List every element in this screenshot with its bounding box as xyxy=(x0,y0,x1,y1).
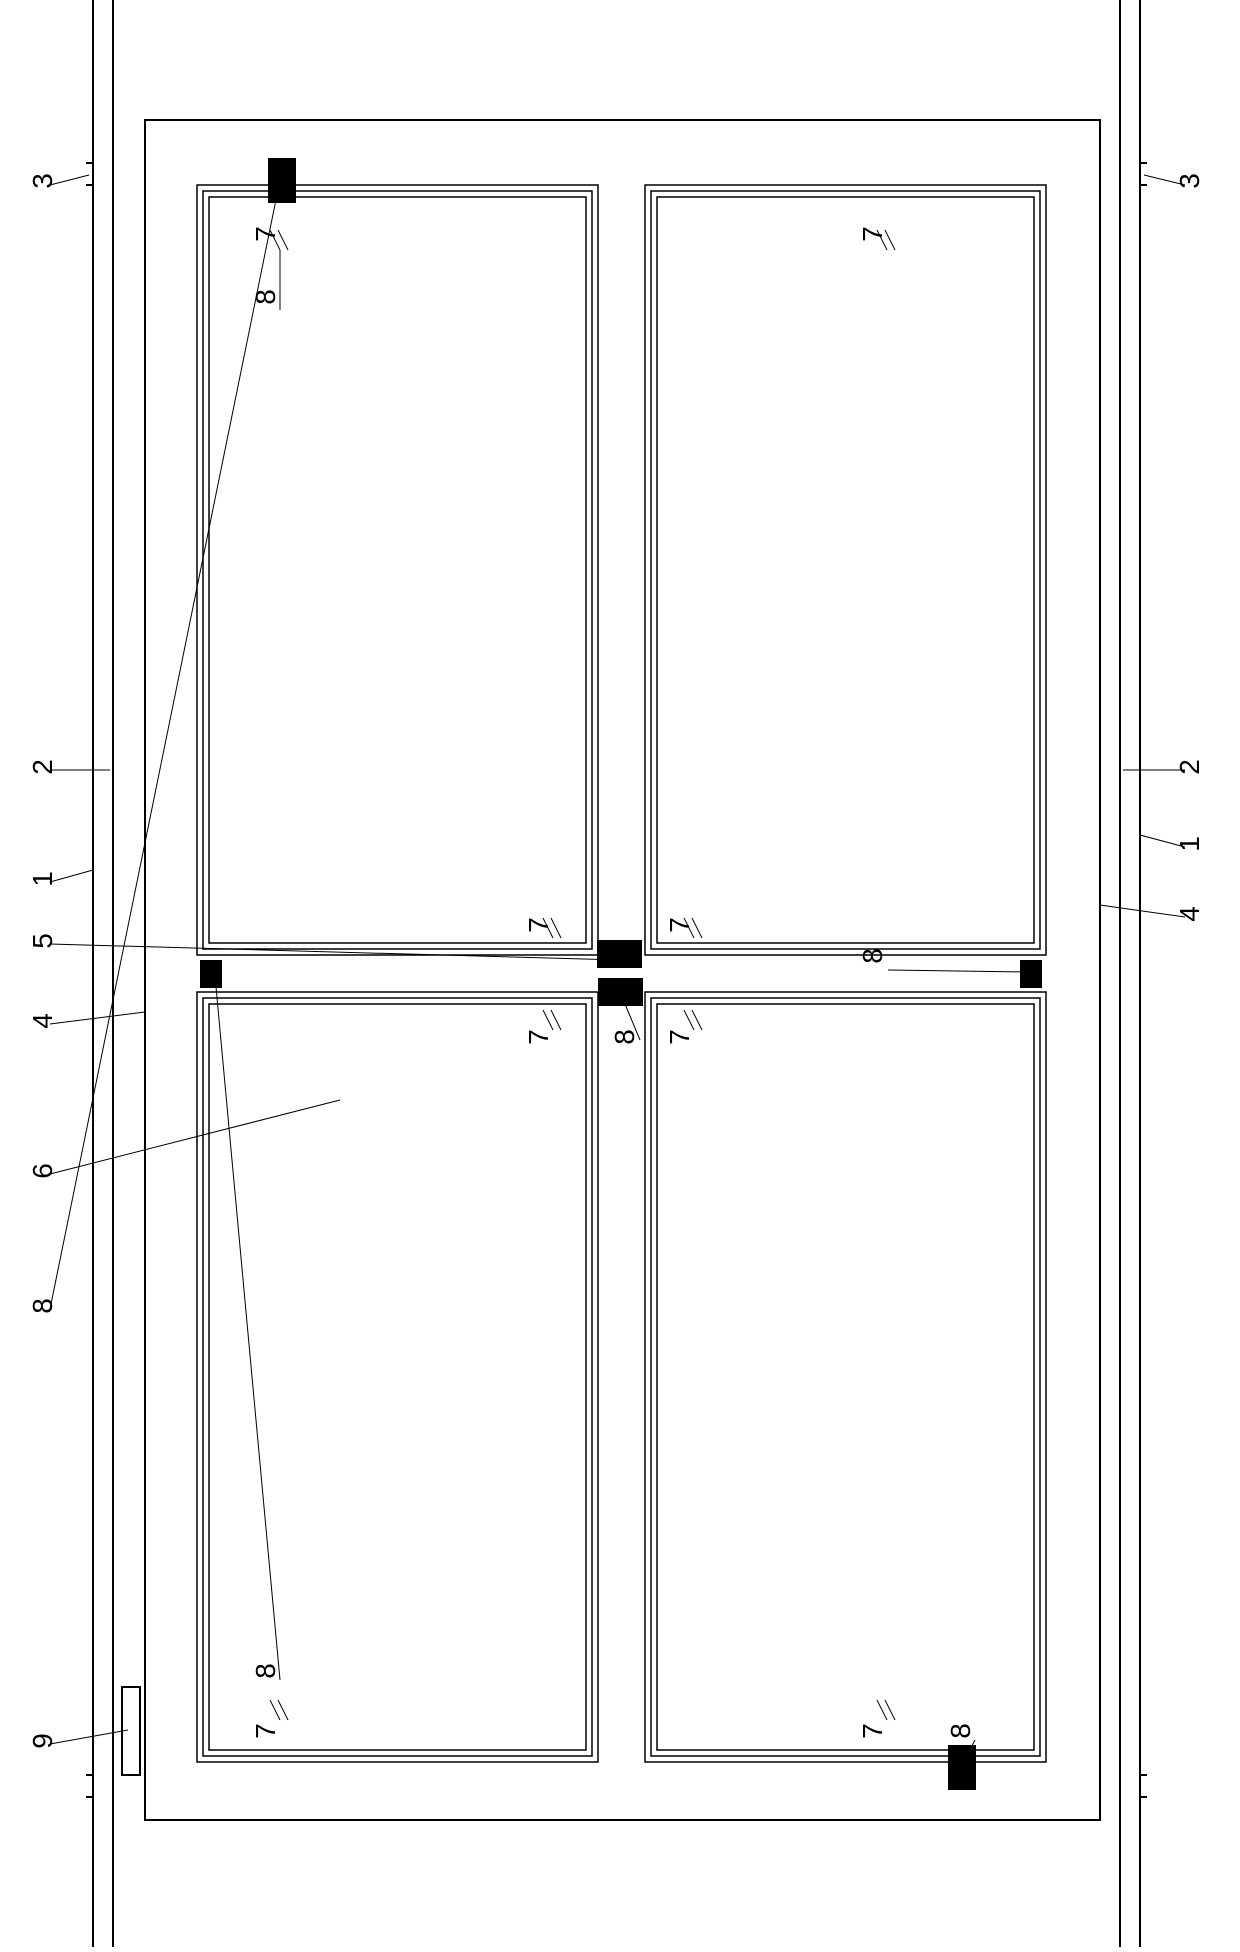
panel-tr-inner xyxy=(657,197,1034,943)
leader-line xyxy=(1100,905,1185,917)
leader-line xyxy=(215,976,280,1680)
label-2: 2 xyxy=(27,759,59,775)
technical-diagram: 3 2 1 5 4 6 8 9 3 2 1 4 7 8 7 8 7 7 7 7 … xyxy=(0,0,1240,1947)
diagram-svg xyxy=(0,0,1240,1947)
label-7: 7 xyxy=(523,1029,555,1045)
black-block xyxy=(597,940,642,968)
panel-bl-outer xyxy=(197,992,598,1762)
label-9: 9 xyxy=(27,1733,59,1749)
label-7: 7 xyxy=(523,917,555,933)
panel-br-inner xyxy=(657,1004,1034,1750)
tick-mark xyxy=(551,1010,561,1030)
tick-mark xyxy=(692,1010,702,1030)
leader-line xyxy=(50,1012,145,1024)
panel-tr-mid xyxy=(651,191,1040,949)
label-7: 7 xyxy=(857,1723,889,1739)
label-8: 8 xyxy=(945,1723,977,1739)
label-1: 1 xyxy=(1174,836,1206,852)
panel-br-mid xyxy=(651,998,1040,1756)
label-6: 6 xyxy=(27,1163,59,1179)
label-7: 7 xyxy=(250,226,282,242)
label-1: 1 xyxy=(27,871,59,887)
tick-mark xyxy=(270,1700,280,1720)
black-block xyxy=(948,1745,976,1790)
label-7: 7 xyxy=(664,917,696,933)
label-8: 8 xyxy=(857,948,889,964)
leader-line xyxy=(50,944,620,960)
label-3: 3 xyxy=(27,173,59,189)
tick-mark xyxy=(877,1700,887,1720)
label-8: 8 xyxy=(250,1663,282,1679)
label-7: 7 xyxy=(664,1029,696,1045)
panel-bl-inner xyxy=(209,1004,586,1750)
panel-br-outer xyxy=(645,992,1046,1762)
black-block xyxy=(200,960,222,988)
label-8: 8 xyxy=(27,1298,59,1314)
tick-mark xyxy=(684,1010,694,1030)
label-5: 5 xyxy=(27,933,59,949)
black-block xyxy=(268,158,296,203)
label-4: 4 xyxy=(1174,906,1206,922)
label-8: 8 xyxy=(250,289,282,305)
label-7: 7 xyxy=(857,226,889,242)
label-2: 2 xyxy=(1174,759,1206,775)
tick-mark xyxy=(885,1700,895,1720)
panel-tl-inner xyxy=(209,197,586,943)
label-7: 7 xyxy=(250,1723,282,1739)
panel-tr-outer xyxy=(645,185,1046,955)
leader-line xyxy=(50,1730,128,1744)
label-8: 8 xyxy=(609,1029,641,1045)
black-block xyxy=(1020,960,1042,988)
main-frame xyxy=(145,120,1100,1820)
leader-line xyxy=(50,180,280,1309)
label-3: 3 xyxy=(1174,173,1206,189)
leader-line xyxy=(888,970,1030,972)
panel-bl-mid xyxy=(203,998,592,1756)
tick-mark xyxy=(543,1010,553,1030)
label-4: 4 xyxy=(27,1013,59,1029)
tick-mark xyxy=(278,1700,288,1720)
